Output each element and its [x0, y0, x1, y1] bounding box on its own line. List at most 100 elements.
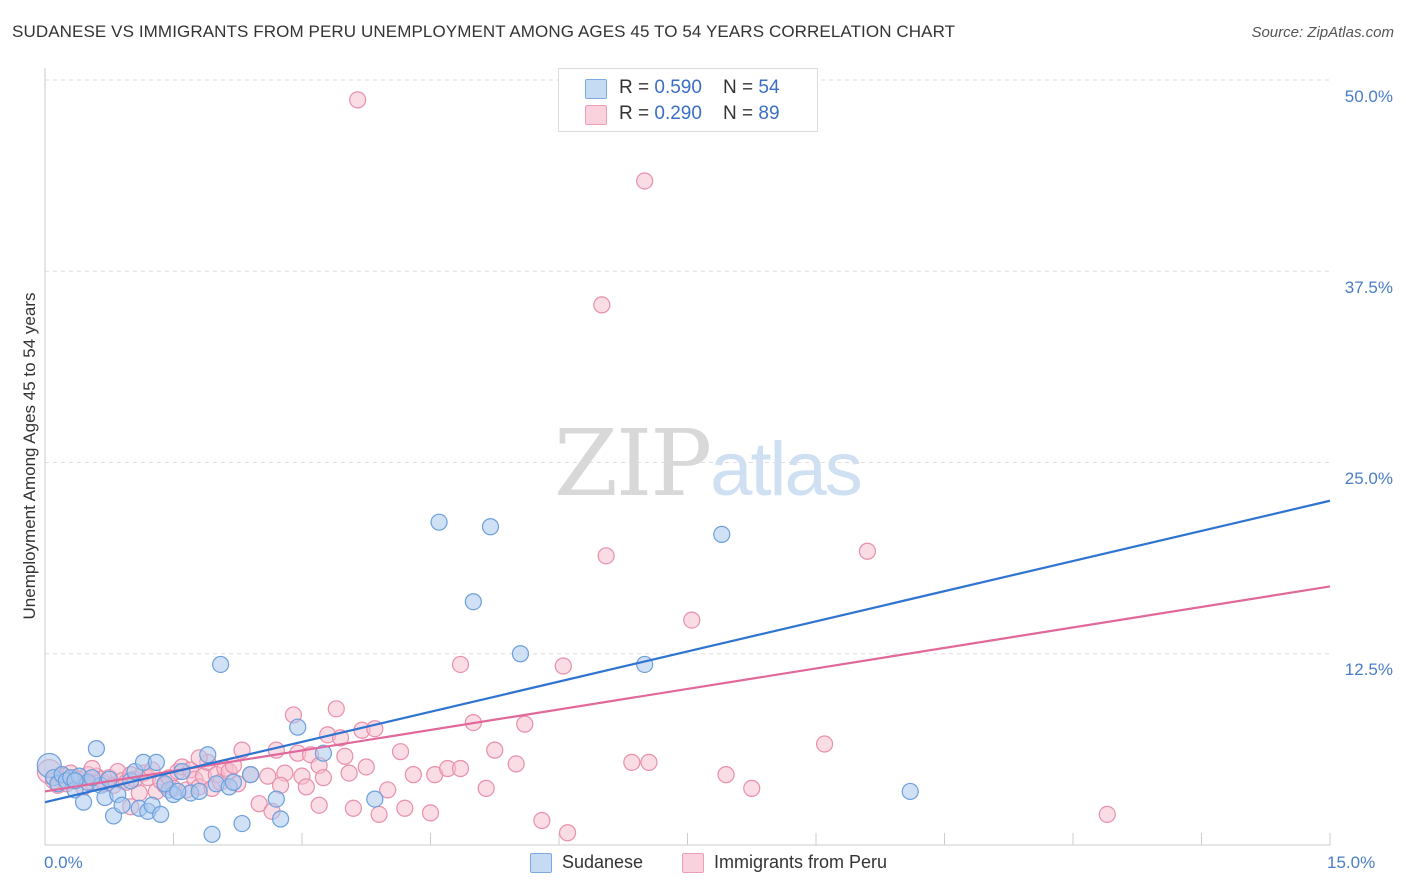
- peru-point: [516, 715, 534, 733]
- peru-point: [379, 781, 397, 799]
- sudanese-point: [713, 525, 731, 544]
- peru-point: [314, 769, 333, 787]
- sudanese-point: [242, 766, 260, 784]
- peru-point: [391, 743, 410, 761]
- grid-lines: [45, 79, 1330, 655]
- peru-point: [336, 747, 354, 765]
- sudanese-point: [464, 593, 482, 611]
- peru-point: [404, 766, 422, 784]
- sudanese-point: [481, 518, 500, 536]
- sudanese-point: [511, 645, 530, 663]
- y-axis-label: Unemployment Among Ages 45 to 54 years: [20, 292, 39, 620]
- sudanese-point: [224, 773, 243, 791]
- sudanese-trend-line: [44, 499, 1331, 804]
- peru-point: [340, 764, 358, 782]
- legend-swatch-sudanese: [585, 79, 607, 99]
- sudanese-point: [199, 746, 217, 764]
- y-tick-label-25: 25.0%: [1344, 469, 1393, 488]
- axes: [44, 68, 1331, 846]
- peru-point: [421, 804, 440, 822]
- watermark: ZIPatlas: [554, 410, 863, 517]
- x-tick-label-max: 15.0%: [1327, 853, 1376, 872]
- bottom-legend-swatch-sudanese: [530, 853, 552, 873]
- peru-point: [558, 824, 577, 842]
- peru-point: [636, 172, 654, 190]
- sudanese-point: [169, 782, 187, 801]
- chart-source: Source: ZipAtlas.com: [1251, 24, 1394, 41]
- sudanese-point: [366, 790, 384, 808]
- bottom-legend-label-peru: Immigrants from Peru: [714, 852, 888, 872]
- sudanese-point: [267, 790, 285, 808]
- sudanese-point: [87, 740, 106, 758]
- bottom-legend-swatch-peru: [682, 853, 704, 873]
- peru-point: [623, 753, 641, 771]
- peru-point: [597, 547, 615, 565]
- y-tick-label-50: 50.0%: [1344, 87, 1393, 106]
- peru-point: [815, 735, 834, 753]
- peru-points: [36, 91, 1116, 842]
- sudanese-point: [901, 782, 919, 801]
- peru-trend-line: [44, 585, 1331, 793]
- sudanese-point: [233, 814, 251, 833]
- sudanese-point: [314, 744, 333, 762]
- sudanese-point: [66, 772, 84, 790]
- peru-point: [357, 758, 375, 776]
- peru-point: [486, 741, 504, 759]
- peru-point: [683, 611, 701, 629]
- y-tick-label-37-5: 37.5%: [1344, 278, 1393, 297]
- peru-point: [259, 767, 277, 785]
- legend-r-label: R =: [619, 77, 655, 98]
- peru-point: [533, 811, 551, 830]
- peru-point: [451, 759, 470, 778]
- peru-point: [640, 753, 658, 771]
- sudanese-point: [636, 655, 654, 674]
- sudanese-point: [156, 775, 174, 793]
- sudanese-point: [212, 655, 230, 674]
- legend-n-label: N =: [723, 103, 759, 124]
- trend-lines: [44, 499, 1331, 804]
- peru-point: [743, 779, 761, 797]
- sudanese-points: [36, 513, 919, 843]
- correlation-legend: R = 0.590 N = 54 R = 0.290 N = 89: [558, 68, 818, 132]
- bottom-legend-label-sudanese: Sudanese: [562, 852, 644, 872]
- peru-point: [250, 795, 268, 813]
- peru-point: [451, 655, 470, 674]
- legend-n-label: N =: [723, 77, 759, 98]
- sudanese-point: [271, 810, 290, 828]
- sudanese-point: [190, 782, 208, 801]
- peru-point: [297, 778, 315, 796]
- watermark-atlas: atlas: [710, 427, 863, 512]
- peru-point: [349, 91, 367, 109]
- sudanese-point: [203, 825, 221, 843]
- legend-r-value-sudanese: 0.590: [654, 77, 702, 98]
- peru-point: [370, 805, 388, 824]
- chart-title: SUDANESE VS IMMIGRANTS FROM PERU UNEMPLO…: [12, 22, 956, 41]
- peru-point: [858, 542, 877, 560]
- peru-point: [477, 779, 495, 797]
- peru-point: [507, 755, 525, 773]
- sudanese-point: [113, 796, 131, 814]
- peru-point: [344, 799, 362, 817]
- x-tick-label-min: 0.0%: [44, 853, 83, 872]
- peru-point: [1098, 805, 1116, 824]
- peru-point: [554, 657, 572, 675]
- sudanese-point: [74, 793, 93, 811]
- legend-r-value-peru: 0.290: [654, 103, 702, 124]
- peru-point: [593, 296, 611, 314]
- watermark-zip: ZIP: [554, 410, 712, 517]
- sudanese-point: [430, 513, 448, 531]
- legend-n-value-peru: 89: [758, 103, 780, 124]
- peru-point: [396, 799, 414, 817]
- sudanese-point: [289, 718, 307, 736]
- sudanese-point: [83, 769, 101, 787]
- legend-swatch-peru: [585, 105, 607, 125]
- sudanese-point: [147, 753, 165, 771]
- legend-n-value-sudanese: 54: [758, 77, 780, 98]
- peru-point: [717, 766, 735, 784]
- peru-point: [310, 796, 328, 814]
- sudanese-point: [152, 805, 170, 824]
- legend-r-label: R =: [619, 103, 655, 124]
- y-tick-label-12-5: 12.5%: [1344, 660, 1393, 679]
- peru-point: [327, 700, 345, 718]
